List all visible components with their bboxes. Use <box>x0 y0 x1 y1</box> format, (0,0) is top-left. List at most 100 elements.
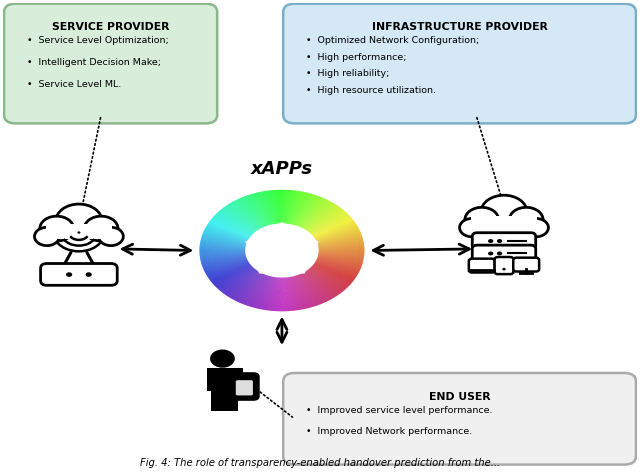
Wedge shape <box>200 253 245 257</box>
Wedge shape <box>315 222 355 238</box>
Wedge shape <box>298 196 318 226</box>
Wedge shape <box>287 191 295 224</box>
Wedge shape <box>302 273 328 301</box>
Wedge shape <box>211 219 250 237</box>
Wedge shape <box>305 203 334 229</box>
Wedge shape <box>202 236 246 245</box>
Wedge shape <box>283 190 285 223</box>
Circle shape <box>524 219 548 237</box>
Wedge shape <box>284 190 287 223</box>
Wedge shape <box>209 221 250 238</box>
Wedge shape <box>315 263 356 278</box>
Wedge shape <box>200 242 246 247</box>
Wedge shape <box>204 231 247 242</box>
Wedge shape <box>205 228 248 241</box>
Wedge shape <box>232 272 260 299</box>
Wedge shape <box>312 216 350 235</box>
Wedge shape <box>317 259 360 269</box>
Wedge shape <box>301 273 326 302</box>
Wedge shape <box>209 263 250 279</box>
Wedge shape <box>278 190 281 223</box>
Bar <box>45 224 112 239</box>
Wedge shape <box>216 267 253 287</box>
Wedge shape <box>260 277 273 309</box>
Wedge shape <box>239 198 263 228</box>
Wedge shape <box>244 196 265 227</box>
Wedge shape <box>319 247 364 249</box>
Wedge shape <box>200 247 245 249</box>
Wedge shape <box>220 268 254 290</box>
Wedge shape <box>316 261 358 273</box>
Wedge shape <box>287 277 295 311</box>
Wedge shape <box>315 262 356 277</box>
Wedge shape <box>202 258 246 267</box>
Wedge shape <box>239 274 263 303</box>
Wedge shape <box>304 201 332 229</box>
Wedge shape <box>294 193 308 225</box>
Wedge shape <box>200 242 246 247</box>
Circle shape <box>497 239 502 243</box>
FancyBboxPatch shape <box>469 259 495 272</box>
Wedge shape <box>284 278 286 311</box>
Wedge shape <box>316 228 359 241</box>
Wedge shape <box>317 236 362 244</box>
Wedge shape <box>286 278 291 311</box>
Wedge shape <box>272 190 278 224</box>
Wedge shape <box>282 278 284 311</box>
Wedge shape <box>267 277 276 310</box>
Wedge shape <box>284 190 286 223</box>
Wedge shape <box>318 256 363 263</box>
Wedge shape <box>317 233 361 243</box>
Wedge shape <box>265 191 275 224</box>
Wedge shape <box>203 258 246 268</box>
Wedge shape <box>318 240 364 246</box>
Wedge shape <box>319 243 364 247</box>
Wedge shape <box>246 195 266 226</box>
Wedge shape <box>316 227 358 240</box>
Text: SERVICE PROVIDER: SERVICE PROVIDER <box>52 22 170 33</box>
Wedge shape <box>201 255 246 262</box>
Wedge shape <box>257 193 271 225</box>
Wedge shape <box>246 275 266 306</box>
Wedge shape <box>271 190 278 224</box>
Wedge shape <box>290 191 301 224</box>
Wedge shape <box>225 206 257 231</box>
Wedge shape <box>209 263 250 279</box>
Wedge shape <box>312 214 349 235</box>
Wedge shape <box>282 190 283 223</box>
Wedge shape <box>280 190 282 223</box>
Wedge shape <box>301 273 327 302</box>
Wedge shape <box>317 260 360 272</box>
Wedge shape <box>227 271 257 296</box>
Wedge shape <box>316 262 357 276</box>
Wedge shape <box>304 202 332 229</box>
Wedge shape <box>318 255 364 261</box>
Wedge shape <box>204 230 247 242</box>
Wedge shape <box>317 259 360 271</box>
Wedge shape <box>314 264 353 282</box>
Wedge shape <box>211 264 250 281</box>
Wedge shape <box>233 201 260 229</box>
Wedge shape <box>200 254 246 259</box>
Wedge shape <box>303 272 330 300</box>
Wedge shape <box>227 271 258 297</box>
Wedge shape <box>293 276 307 308</box>
Wedge shape <box>291 192 304 224</box>
Wedge shape <box>308 208 340 231</box>
Wedge shape <box>289 191 300 224</box>
Wedge shape <box>241 197 264 227</box>
Wedge shape <box>212 265 251 283</box>
Wedge shape <box>317 235 362 244</box>
Wedge shape <box>315 263 355 279</box>
Wedge shape <box>299 196 320 227</box>
Wedge shape <box>251 194 268 226</box>
Wedge shape <box>205 261 248 273</box>
Wedge shape <box>269 277 276 311</box>
Wedge shape <box>201 256 246 263</box>
Wedge shape <box>271 277 278 311</box>
Wedge shape <box>307 205 338 230</box>
FancyBboxPatch shape <box>472 245 536 262</box>
Wedge shape <box>221 209 255 232</box>
Wedge shape <box>275 190 279 224</box>
Wedge shape <box>250 194 268 226</box>
